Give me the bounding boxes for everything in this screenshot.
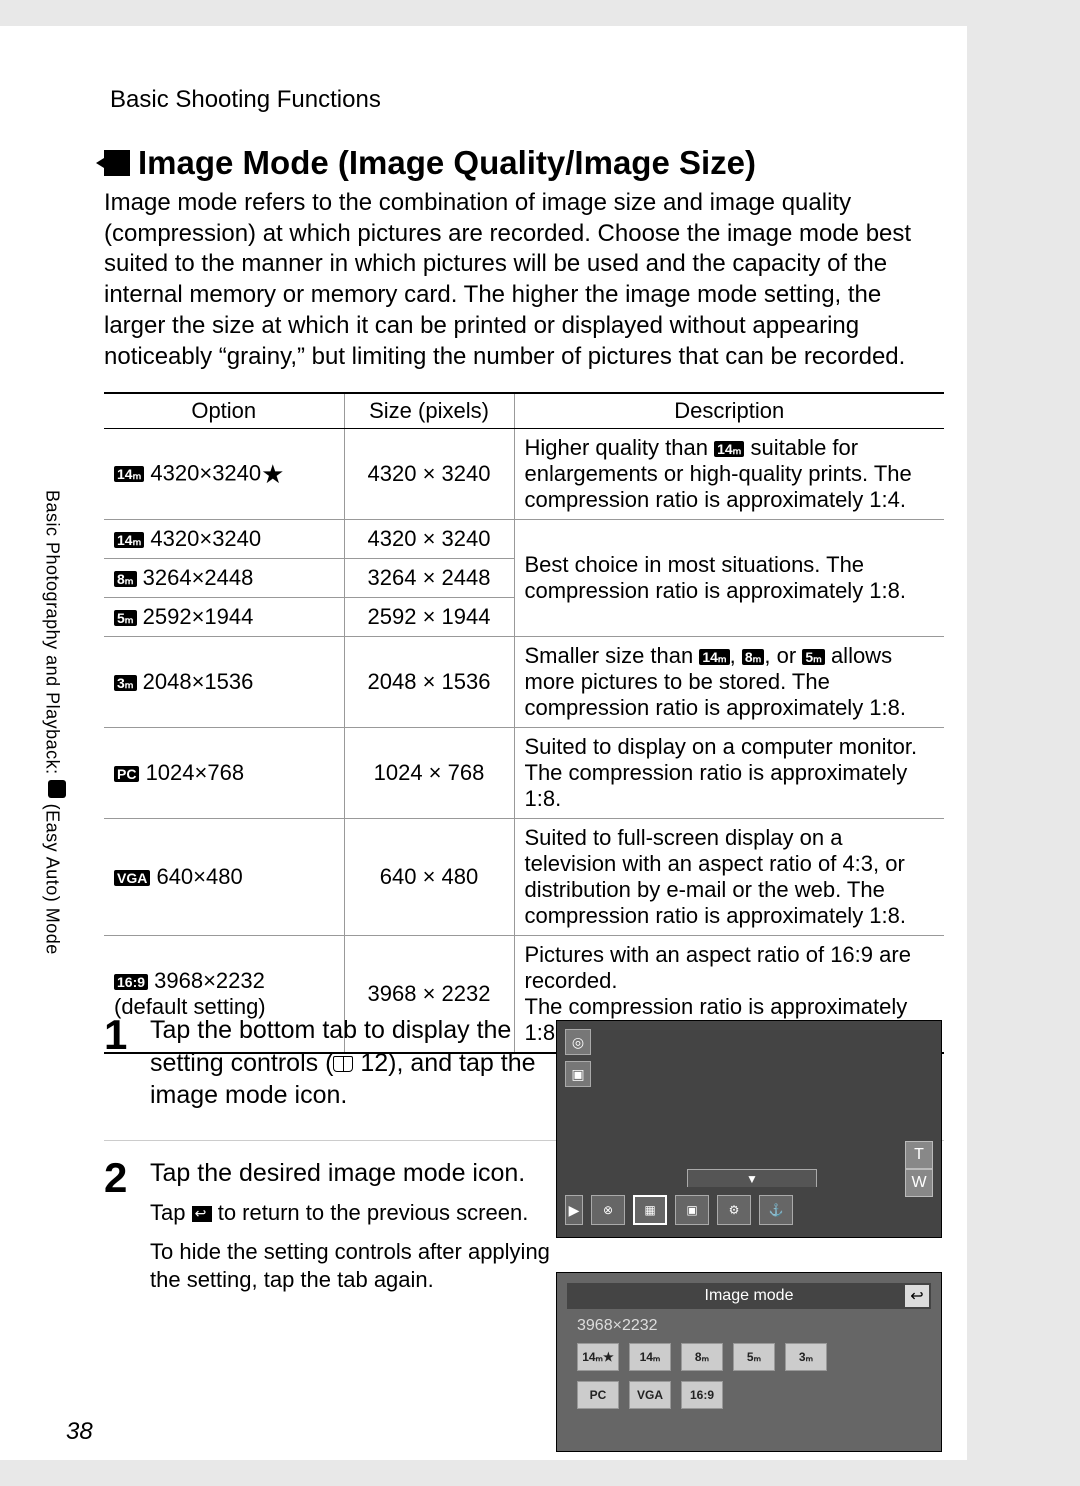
desc-cell: Suited to full-screen display on a telev… [514,819,944,936]
size-cell: 4320 × 3240 [344,429,514,520]
mode-option[interactable]: VGA [629,1381,671,1409]
menu-title: Image mode [567,1283,931,1309]
size-cell: 3264 × 2448 [344,559,514,598]
mode-option[interactable]: 5ₘ [733,1343,775,1371]
image-mode-table: Option Size (pixels) Description 14ₘ 432… [104,392,944,1054]
zoom-tele-button[interactable]: T [905,1141,933,1169]
intro-paragraph: Image mode refers to the combination of … [104,188,934,372]
camera-icon [48,780,66,798]
side-tab-prefix: Basic Photography and Playback: [42,490,62,780]
mode-option[interactable]: 14ₘ [629,1343,671,1371]
camera-screen-figure-1: ◎ ▣ ▼ T W ▶ ⊗ ▦ ▣ ⚙ ⚓ [556,1020,942,1238]
mode-option[interactable]: 16:9 [681,1381,723,1409]
option-label: 3968×2232 [148,968,265,993]
mode-badge-icon: 14ₘ [114,466,144,482]
table-row: 14ₘ 4320×3240★ 4320 × 3240 Higher qualit… [104,429,944,520]
table-row: PC 1024×768 1024 × 768 Suited to display… [104,728,944,819]
image-mode-icon[interactable]: ▦ [633,1195,667,1225]
desc-cell: Suited to display on a computer monitor.… [514,728,944,819]
option-label: 1024×768 [139,760,244,785]
back-button[interactable]: ↩ [905,1285,929,1307]
table-row: 3ₘ 2048×1536 2048 × 1536 Smaller size th… [104,637,944,728]
mode-badge-icon: 16:9 [114,974,148,990]
mode-badge-icon: 8ₘ [114,571,137,587]
current-mode-label: 3968×2232 [577,1317,658,1335]
mode-badge-icon: 8ₘ [742,649,765,665]
playback-icon: ▣ [565,1061,591,1087]
mode-badge-icon: 5ₘ [114,610,137,626]
step-number: 2 [104,1157,134,1295]
th-size: Size (pixels) [344,393,514,429]
mode-option[interactable]: 8ₘ [681,1343,723,1371]
option-label: 4320×3240 [144,526,261,551]
star-icon: ★ [261,459,284,489]
option-label: 640×480 [150,864,242,889]
size-cell: 2592 × 1944 [344,598,514,637]
step-text: Tap the bottom tab to display the settin… [150,1014,560,1112]
zoom-wide-button[interactable]: W [905,1169,933,1197]
mode-badge-icon: 3ₘ [114,675,137,691]
page-heading: Image Mode (Image Quality/Image Size) [104,144,756,182]
mode-badge-icon: VGA [114,870,150,886]
step-subtext: Tap to return to the previous screen. [150,1199,570,1228]
size-cell: 1024 × 768 [344,728,514,819]
side-tab-suffix: (Easy Auto) Mode [42,798,62,955]
option-label: 2592×1944 [137,604,254,629]
table-row: 14ₘ 4320×3240 4320 × 3240 Best choice in… [104,520,944,559]
image-mode-icon [104,150,130,176]
page-number: 38 [66,1418,93,1446]
option-label: 3264×2448 [137,565,254,590]
mode-option[interactable]: 3ₘ [785,1343,827,1371]
step-subtext: To hide the setting controls after apply… [150,1238,570,1295]
desc-cell: Higher quality than 14ₘ suitable for enl… [514,429,944,520]
settings-tab[interactable]: ▼ [687,1169,817,1187]
step-text: Tap the desired image mode icon. [150,1157,560,1190]
desc-cell: Smaller size than 14ₘ, 8ₘ, or 5ₘ allows … [514,637,944,728]
expand-icon[interactable]: ▶ [565,1195,583,1225]
image-mode-menu-figure: Image mode ↩ 3968×2232 14ₘ★ 14ₘ 8ₘ 5ₘ 3ₘ… [556,1272,942,1452]
mode-badge-icon: 5ₘ [802,649,825,665]
mode-indicator-icon: ◎ [565,1029,591,1055]
mode-badge-icon: 14ₘ [114,532,144,548]
return-icon [192,1206,212,1222]
table-row: VGA 640×480 640 × 480 Suited to full-scr… [104,819,944,936]
desc-cell: Best choice in most situations. The comp… [514,520,944,637]
mode-badge-icon: 14ₘ [699,649,729,665]
heading-text: Image Mode (Image Quality/Image Size) [138,144,756,182]
mode-option[interactable]: PC [577,1381,619,1409]
flash-icon[interactable]: ⊗ [591,1195,625,1225]
size-cell: 2048 × 1536 [344,637,514,728]
th-option: Option [104,393,344,429]
th-description: Description [514,393,944,429]
mode-option[interactable]: 14ₘ★ [577,1343,619,1371]
side-tab: Basic Photography and Playback: (Easy Au… [44,490,66,955]
macro-icon[interactable]: ⚓ [759,1195,793,1225]
option-label: 4320×3240 [144,460,261,485]
mode-badge-icon: PC [114,766,139,782]
book-icon [333,1056,353,1072]
mode-badge-icon: 14ₘ [714,441,744,457]
exposure-icon[interactable]: ⚙ [717,1195,751,1225]
self-timer-icon[interactable]: ▣ [675,1195,709,1225]
mode-grid: 14ₘ★ 14ₘ 8ₘ 5ₘ 3ₘ PC VGA 16:9 [577,1343,877,1409]
size-cell: 4320 × 3240 [344,520,514,559]
breadcrumb: Basic Shooting Functions [110,86,381,114]
option-label: 2048×1536 [137,669,254,694]
step-number: 1 [104,1014,134,1112]
size-cell: 640 × 480 [344,819,514,936]
